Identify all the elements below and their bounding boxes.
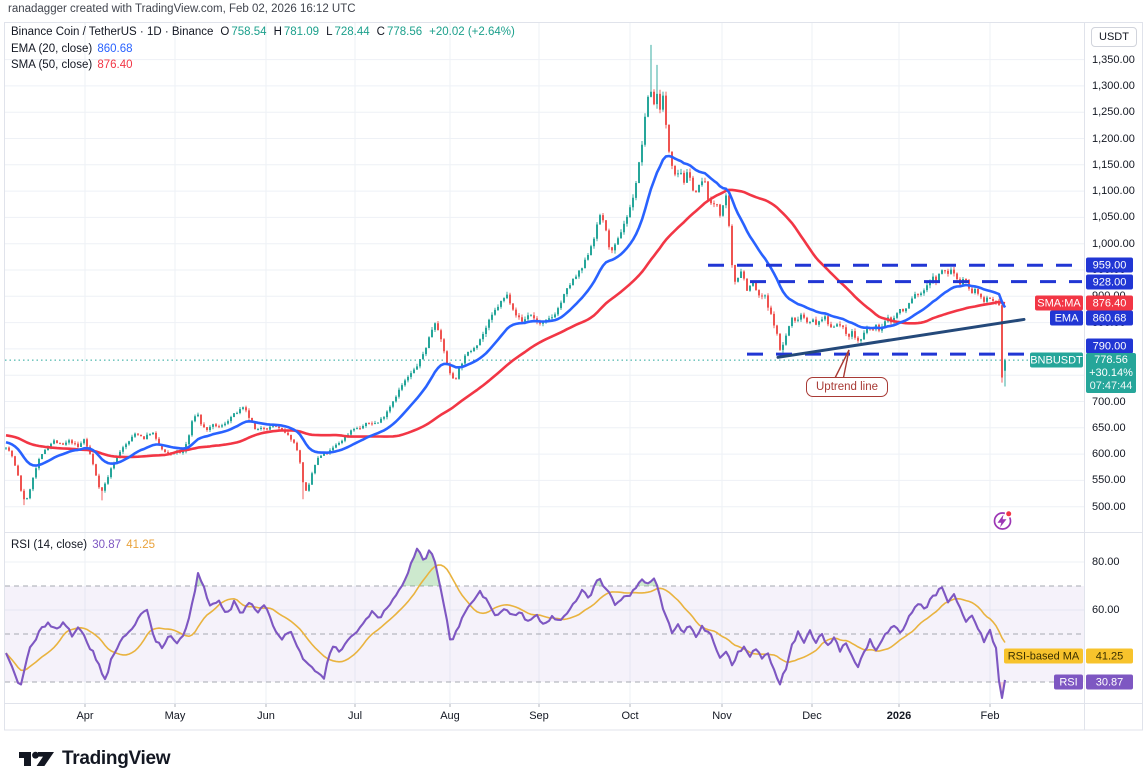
ema-badge-label: EMA [1050, 310, 1083, 326]
time-axis-label-Oct: Oct [621, 710, 639, 722]
rsi-ma-badge-label: RSI-based MA [1004, 648, 1083, 664]
bar-countdown: 07:47:44 [1089, 379, 1133, 392]
open-value: 758.54 [231, 26, 267, 38]
price-tick-label: 500.00 [1092, 500, 1126, 513]
ema20-line [5, 154, 1007, 467]
rsi-tick-label: 80.00 [1092, 556, 1120, 568]
uptrend-line [776, 317, 1026, 359]
ema-label: EMA (20, close) [11, 42, 93, 55]
last-price-change-pct: +30.14% [1089, 366, 1133, 379]
tradingview-logo-text: TradingView [62, 748, 171, 769]
support-level-badge-790: 790.00 [1086, 338, 1133, 354]
brand-watermark: TradingView [18, 745, 171, 773]
time-axis-label-Dec: Dec [802, 710, 822, 722]
time-axis-label-Sep: Sep [529, 710, 549, 722]
time-axis-label-Nov: Nov [712, 710, 732, 722]
time-axis-label-Feb: Feb [980, 710, 1000, 722]
time-axis-label-Apr: Apr [76, 710, 94, 722]
rsi-value: 30.87 [92, 539, 122, 551]
price-tick-label: 550.00 [1092, 474, 1126, 487]
rsi-badge-value: 30.87 [1086, 674, 1133, 690]
rsi-pane[interactable] [5, 547, 1084, 700]
time-axis-label-Aug: Aug [440, 710, 460, 722]
last-price-badge: 778.56 +30.14% 07:47:44 [1086, 353, 1136, 393]
price-tick-label: 1,000.00 [1092, 237, 1135, 250]
price-tick-label: 1,250.00 [1092, 106, 1135, 119]
price-tick-label: 1,350.00 [1092, 53, 1135, 66]
low-value: 728.44 [334, 26, 370, 38]
currency-unit-button[interactable]: USDT [1091, 27, 1137, 47]
sma-legend-row: SMA (50, close) 876.40 [11, 57, 515, 74]
rsi-badge-label: RSI [1054, 674, 1083, 690]
rsi-ma-value: 41.25 [126, 539, 156, 551]
rsi-label: RSI (14, close) [11, 539, 88, 551]
rsi-tick-label: 60.00 [1092, 604, 1120, 616]
alert-icon[interactable] [993, 509, 1013, 530]
sma-value: 876.40 [97, 59, 133, 71]
price-tick-label: 1,050.00 [1092, 211, 1135, 224]
time-axis-label-May: May [164, 710, 186, 722]
tradingview-logo-icon [19, 751, 54, 766]
ema-badge-value: 860.68 [1086, 310, 1133, 326]
pane-frame [4, 22, 1143, 731]
open-label: O [220, 26, 230, 38]
grid [5, 23, 1084, 707]
symbol-legend: Binance Coin / TetherUS · 1D · Binance O 7… [11, 24, 515, 74]
symbol-price-badge-label: BNBUSDT [1030, 352, 1083, 368]
ema-value: 860.68 [97, 42, 133, 55]
price-tick-label: 1,100.00 [1092, 185, 1135, 198]
attribution-text: ranadagger created with TradingView.com,… [8, 3, 356, 15]
sma-label: SMA (50, close) [11, 59, 93, 71]
low-label: L [326, 26, 333, 38]
price-tick-label: 1,200.00 [1092, 132, 1135, 145]
ema-legend-row: EMA (20, close) 860.68 [11, 41, 515, 58]
price-tick-label: 1,300.00 [1092, 79, 1135, 92]
change-value: +20.02 (+2.64%) [429, 26, 515, 38]
sma-badge-label: SMA:MA [1035, 295, 1083, 311]
time-axis-label-2026: 2026 [886, 710, 912, 722]
price-pane[interactable] [5, 44, 1084, 530]
price-tick-label: 600.00 [1092, 448, 1126, 461]
uptrend-line-callout[interactable]: Uptrend line [806, 377, 889, 397]
symbol-title: Binance Coin / TetherUS · 1D · Binance [11, 26, 214, 38]
high-value: 781.09 [283, 26, 320, 38]
attribution-bar: ranadagger created with TradingView.com,… [8, 3, 356, 15]
resistance-level-badge-928: 928.00 [1086, 274, 1133, 290]
price-tick-label: 650.00 [1092, 421, 1126, 434]
high-label: H [273, 26, 282, 38]
close-value: 778.56 [386, 26, 423, 38]
rsi-line [5, 547, 1007, 700]
symbol-row: Binance Coin / TetherUS · 1D · Binance O 7… [11, 24, 515, 41]
time-axis-label-Jul: Jul [347, 710, 363, 722]
sma-badge-value: 876.40 [1086, 295, 1133, 311]
time-axis-label-Jun: Jun [257, 710, 275, 722]
price-tick-label: 1,150.00 [1092, 158, 1135, 171]
rsi-ma-line [5, 564, 1006, 672]
rsi-ma-badge-value: 41.25 [1086, 648, 1133, 664]
price-tick-label: 700.00 [1092, 395, 1126, 408]
close-label: C [376, 26, 385, 38]
resistance-level-badge-959: 959.00 [1086, 257, 1133, 273]
last-price: 778.56 [1094, 353, 1128, 366]
rsi-legend: RSI (14, close) 30.87 41.25 [11, 539, 155, 551]
